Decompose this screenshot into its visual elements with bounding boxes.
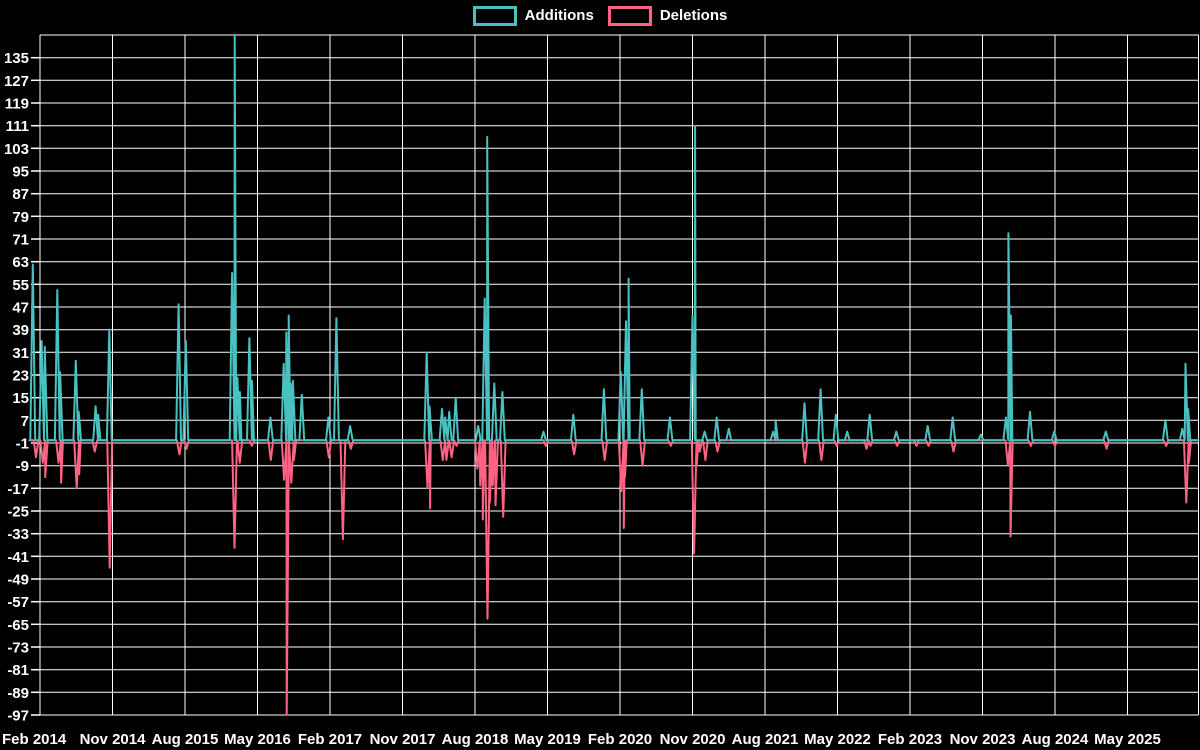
x-tick-label: Nov 2017 bbox=[370, 731, 436, 748]
y-tick-label: -97 bbox=[7, 708, 29, 725]
x-tick-label: Aug 2015 bbox=[152, 731, 219, 748]
y-tick-label: -25 bbox=[7, 504, 29, 521]
y-tick-label: 23 bbox=[12, 368, 29, 385]
x-tick-label: Aug 2018 bbox=[442, 731, 509, 748]
legend-item-deletions[interactable]: Deletions bbox=[607, 6, 728, 26]
y-tick-label: -17 bbox=[7, 481, 29, 498]
y-tick-label: -41 bbox=[7, 549, 29, 566]
legend-item-additions[interactable]: Additions bbox=[472, 6, 594, 26]
x-tick-label: Nov 2023 bbox=[950, 731, 1016, 748]
deletions-line bbox=[28, 439, 1200, 716]
y-tick-label: 55 bbox=[12, 277, 29, 294]
deletions-legend-label: Deletions bbox=[659, 7, 728, 24]
y-tick-label: 111 bbox=[6, 118, 29, 135]
y-tick-label: -65 bbox=[7, 617, 29, 634]
x-tick-label: Aug 2021 bbox=[732, 731, 799, 748]
x-tick-label: May 2022 bbox=[804, 731, 871, 748]
y-tick-label: -1 bbox=[16, 436, 29, 453]
y-tick-label: -49 bbox=[7, 572, 29, 589]
y-tick-label: 39 bbox=[12, 322, 29, 339]
x-tick-label: Feb 2017 bbox=[298, 731, 362, 748]
x-tick-label: Nov 2014 bbox=[80, 731, 147, 748]
y-tick-label: -81 bbox=[7, 662, 29, 679]
x-tick-label: Feb 2014 bbox=[2, 731, 67, 748]
chart-legend: Additions Deletions bbox=[0, 6, 1200, 26]
y-tick-label: -89 bbox=[7, 685, 29, 702]
y-tick-label: 71 bbox=[12, 232, 29, 249]
y-tick-label: -73 bbox=[7, 640, 29, 657]
additions-legend-label: Additions bbox=[524, 7, 594, 24]
y-tick-label: 47 bbox=[12, 300, 29, 317]
y-tick-label: 87 bbox=[12, 186, 29, 203]
additions-line bbox=[28, 34, 1200, 442]
y-tick-label: -57 bbox=[7, 594, 29, 611]
y-tick-label: 79 bbox=[12, 209, 29, 226]
y-tick-label: 103 bbox=[4, 141, 29, 158]
y-tick-label: 135 bbox=[4, 50, 29, 67]
y-tick-label: 119 bbox=[5, 96, 29, 113]
y-tick-label: 63 bbox=[12, 254, 29, 271]
y-tick-label: 7 bbox=[21, 413, 29, 430]
x-tick-label: Feb 2020 bbox=[588, 731, 652, 748]
y-tick-label: -9 bbox=[16, 458, 29, 475]
y-tick-label: 15 bbox=[12, 390, 29, 407]
x-tick-label: May 2025 bbox=[1094, 731, 1161, 748]
y-tick-label: 31 bbox=[12, 345, 29, 362]
x-tick-label: May 2019 bbox=[514, 731, 581, 748]
x-tick-label: Feb 2023 bbox=[878, 731, 942, 748]
y-tick-label: 127 bbox=[4, 73, 29, 90]
x-tick-label: May 2016 bbox=[224, 731, 291, 748]
x-tick-label: Aug 2024 bbox=[1022, 731, 1089, 748]
additions-legend-swatch bbox=[472, 6, 517, 26]
y-tick-label: -33 bbox=[7, 526, 29, 543]
y-tick-label: 95 bbox=[12, 164, 29, 181]
x-tick-label: Nov 2020 bbox=[660, 731, 726, 748]
deletions-legend-swatch bbox=[607, 6, 652, 26]
